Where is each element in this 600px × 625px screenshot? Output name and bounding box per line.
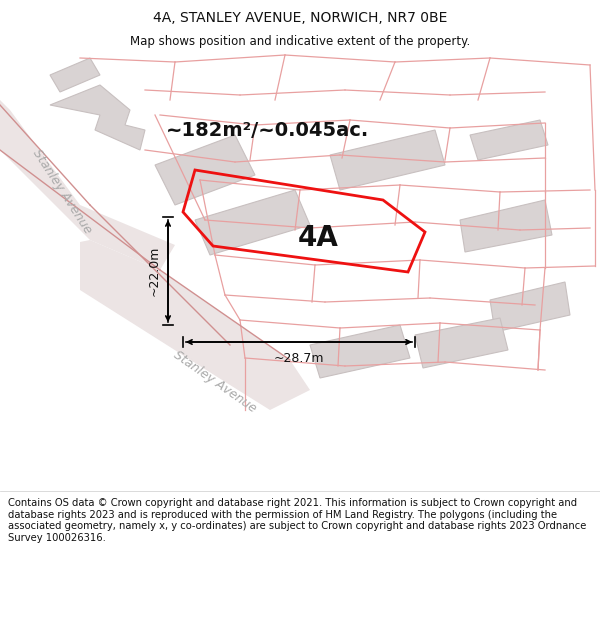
Text: ~182m²/~0.045ac.: ~182m²/~0.045ac. — [166, 121, 370, 139]
Polygon shape — [155, 135, 255, 205]
Text: 4A: 4A — [298, 224, 338, 252]
Polygon shape — [415, 318, 508, 368]
Text: 4A, STANLEY AVENUE, NORWICH, NR7 0BE: 4A, STANLEY AVENUE, NORWICH, NR7 0BE — [153, 11, 447, 25]
Polygon shape — [50, 85, 145, 150]
Text: Contains OS data © Crown copyright and database right 2021. This information is : Contains OS data © Crown copyright and d… — [8, 498, 586, 542]
Polygon shape — [310, 325, 410, 378]
Text: Map shows position and indicative extent of the property.: Map shows position and indicative extent… — [130, 35, 470, 48]
Polygon shape — [0, 100, 175, 270]
Polygon shape — [50, 58, 100, 92]
Text: ~22.0m: ~22.0m — [148, 246, 161, 296]
Text: ~28.7m: ~28.7m — [274, 352, 324, 365]
Polygon shape — [460, 200, 552, 252]
Text: Stanley Avenue: Stanley Avenue — [171, 349, 259, 416]
Polygon shape — [195, 190, 310, 255]
Polygon shape — [330, 130, 445, 190]
Polygon shape — [470, 120, 548, 160]
Text: Stanley Avenue: Stanley Avenue — [30, 148, 94, 237]
Polygon shape — [80, 240, 310, 410]
Polygon shape — [490, 282, 570, 332]
